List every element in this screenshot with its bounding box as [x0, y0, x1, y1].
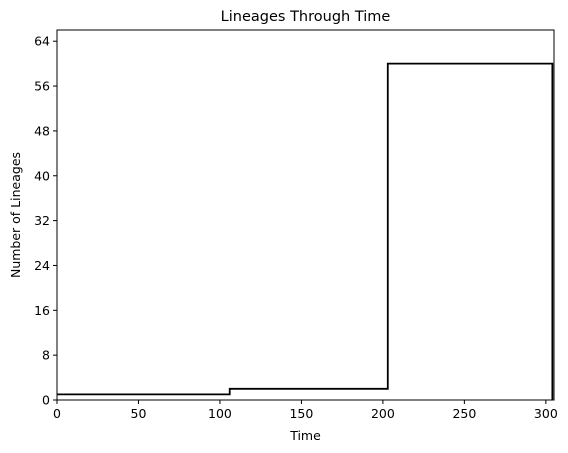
y-tick-label: 24: [34, 258, 50, 273]
y-tick-label: 32: [34, 213, 50, 228]
plot-frame: [57, 30, 554, 400]
x-tick-label: 150: [289, 406, 313, 421]
y-tick-label: 56: [34, 79, 50, 94]
y-tick-label: 40: [34, 168, 50, 183]
y-axis: 0 8 16 24 32 40 48 56 64: [34, 34, 57, 408]
x-tick-label: 200: [371, 406, 395, 421]
y-axis-label: Number of Lineages: [8, 152, 23, 278]
x-axis: 0 50 100 150 200 250 300: [53, 400, 558, 421]
x-tick-label: 50: [131, 406, 147, 421]
x-tick-label: 0: [53, 406, 61, 421]
y-tick-label: 64: [34, 34, 50, 49]
x-axis-label: Time: [289, 428, 321, 443]
y-tick-label: 0: [42, 393, 50, 408]
chart-title: Lineages Through Time: [221, 9, 391, 25]
x-tick-label: 100: [208, 406, 232, 421]
y-tick-label: 48: [34, 123, 50, 138]
y-tick-label: 16: [34, 303, 50, 318]
x-tick-label: 250: [452, 406, 476, 421]
x-tick-label: 300: [534, 406, 558, 421]
y-tick-label: 8: [42, 348, 50, 363]
